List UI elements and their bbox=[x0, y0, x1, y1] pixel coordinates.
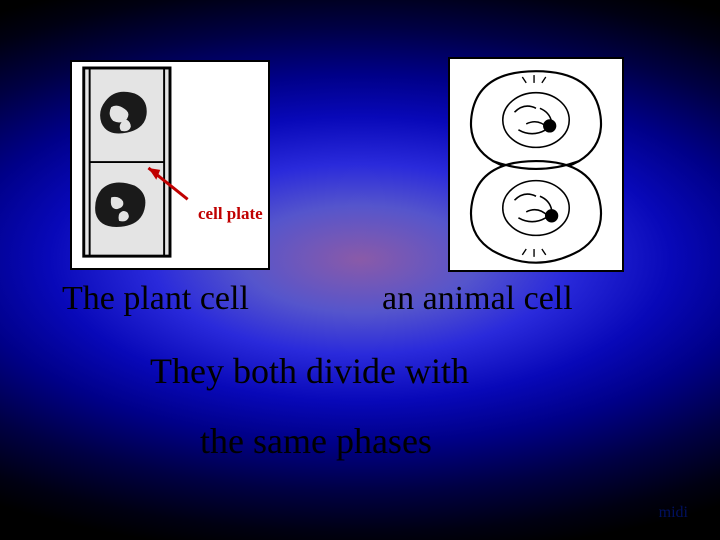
animal-cell-diagram bbox=[448, 57, 624, 272]
plant-cell-label: The plant cell bbox=[62, 280, 249, 318]
caption-line-1: They both divide with bbox=[150, 350, 469, 392]
animal-cell-svg bbox=[450, 59, 622, 270]
corner-text: midi bbox=[659, 504, 688, 522]
cell-plate-label: cell plate bbox=[198, 204, 263, 224]
plant-cell-diagram: cell plate bbox=[70, 60, 270, 270]
plant-cell-svg bbox=[72, 62, 268, 268]
animal-cell-label: an animal cell bbox=[382, 280, 573, 318]
caption-line-2: the same phases bbox=[200, 420, 432, 462]
